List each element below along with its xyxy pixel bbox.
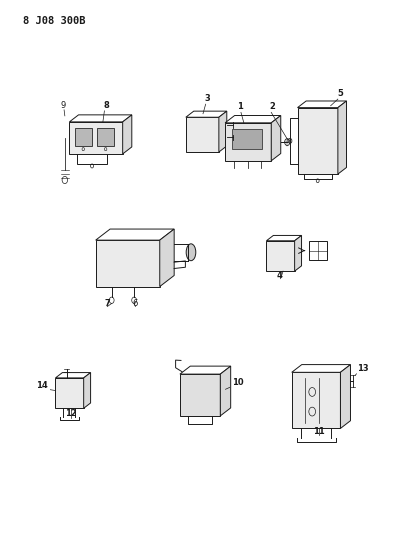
Polygon shape — [55, 378, 83, 408]
Text: 4: 4 — [276, 271, 281, 280]
Polygon shape — [218, 111, 226, 152]
Polygon shape — [185, 117, 218, 152]
Text: 7: 7 — [104, 298, 110, 308]
Polygon shape — [224, 123, 271, 161]
Text: 9: 9 — [61, 101, 66, 110]
Polygon shape — [291, 365, 350, 373]
Polygon shape — [337, 101, 345, 174]
Text: 3: 3 — [204, 94, 209, 103]
Polygon shape — [340, 365, 350, 429]
Text: 2: 2 — [269, 102, 275, 111]
Polygon shape — [122, 115, 132, 154]
Text: 1: 1 — [236, 102, 242, 111]
Polygon shape — [96, 229, 174, 240]
Polygon shape — [294, 236, 301, 271]
Bar — [231, 128, 261, 149]
Text: 11: 11 — [313, 427, 324, 437]
Text: 10: 10 — [231, 378, 243, 387]
Bar — [75, 128, 92, 146]
Polygon shape — [220, 366, 230, 416]
Polygon shape — [55, 373, 90, 378]
Polygon shape — [266, 236, 301, 241]
Text: 14: 14 — [36, 381, 48, 390]
Polygon shape — [185, 111, 226, 117]
Polygon shape — [96, 240, 159, 287]
Text: 12: 12 — [65, 409, 77, 418]
Polygon shape — [297, 101, 345, 108]
Polygon shape — [297, 108, 337, 174]
Text: 13: 13 — [356, 365, 368, 374]
Polygon shape — [69, 115, 132, 122]
Polygon shape — [179, 374, 220, 416]
Polygon shape — [69, 122, 122, 154]
Polygon shape — [271, 116, 280, 161]
Polygon shape — [83, 373, 90, 408]
Text: 8 J08 300B: 8 J08 300B — [23, 16, 85, 26]
Text: 6: 6 — [132, 298, 138, 308]
Text: 8: 8 — [103, 101, 109, 110]
Bar — [97, 128, 114, 146]
Polygon shape — [291, 373, 340, 429]
Polygon shape — [179, 366, 230, 374]
Polygon shape — [224, 116, 280, 123]
Polygon shape — [266, 241, 294, 271]
Text: 5: 5 — [337, 89, 343, 98]
Polygon shape — [159, 229, 174, 287]
Ellipse shape — [186, 244, 195, 261]
Bar — [309, 241, 326, 260]
